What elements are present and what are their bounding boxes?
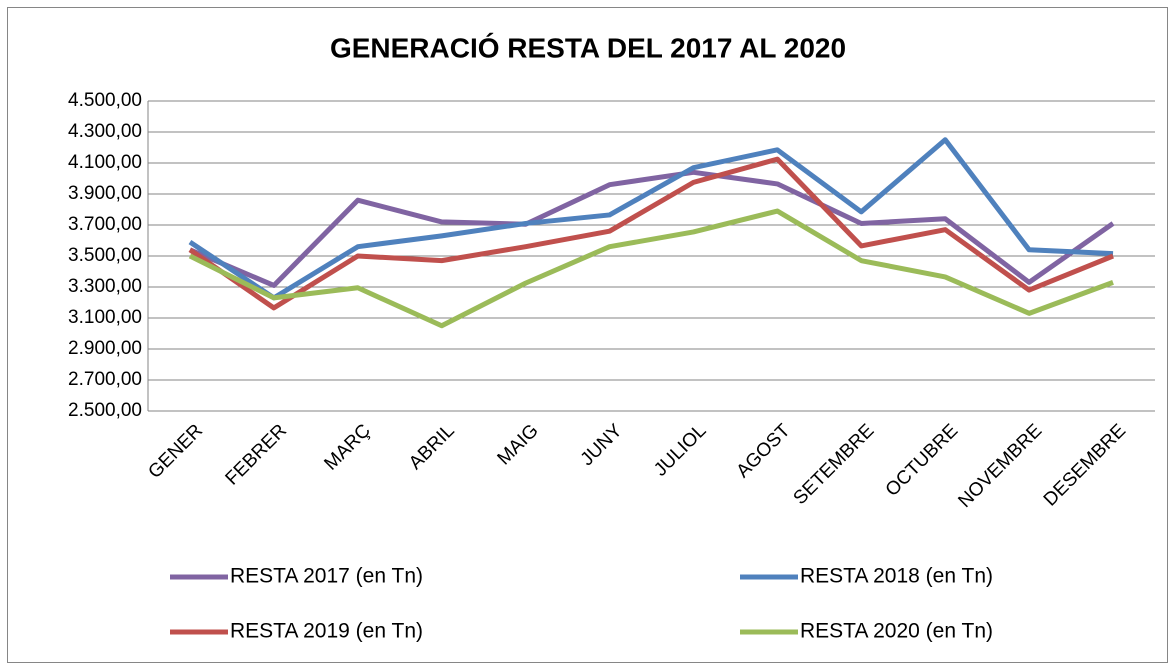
legend-label: RESTA 2019 (en Tn) xyxy=(230,620,423,643)
y-tick-label: 2.500,00 xyxy=(68,400,142,421)
y-tick-label: 4.300,00 xyxy=(68,121,142,142)
y-tick-label: 3.700,00 xyxy=(68,214,142,235)
y-tick-label: 4.500,00 xyxy=(68,90,142,111)
y-tick-label: 2.700,00 xyxy=(68,369,142,390)
y-tick-label: 3.500,00 xyxy=(68,245,142,266)
series-line xyxy=(188,137,1114,301)
chart-border xyxy=(7,7,1168,663)
y-tick-label: 3.900,00 xyxy=(68,183,142,204)
series-line xyxy=(188,169,1115,288)
legend-label: RESTA 2020 (en Tn) xyxy=(800,620,993,643)
y-tick-label: 3.300,00 xyxy=(68,276,142,297)
chart-title: GENERACIÓ RESTA DEL 2017 AL 2020 xyxy=(330,32,846,63)
y-tick-label: 4.100,00 xyxy=(68,152,142,173)
y-tick-label: 3.100,00 xyxy=(68,307,142,328)
series-line xyxy=(188,208,1114,329)
y-tick-label: 2.900,00 xyxy=(68,338,142,359)
series-line xyxy=(188,156,1114,311)
legend-label: RESTA 2017 (en Tn) xyxy=(230,565,423,588)
legend-label: RESTA 2018 (en Tn) xyxy=(800,565,993,588)
